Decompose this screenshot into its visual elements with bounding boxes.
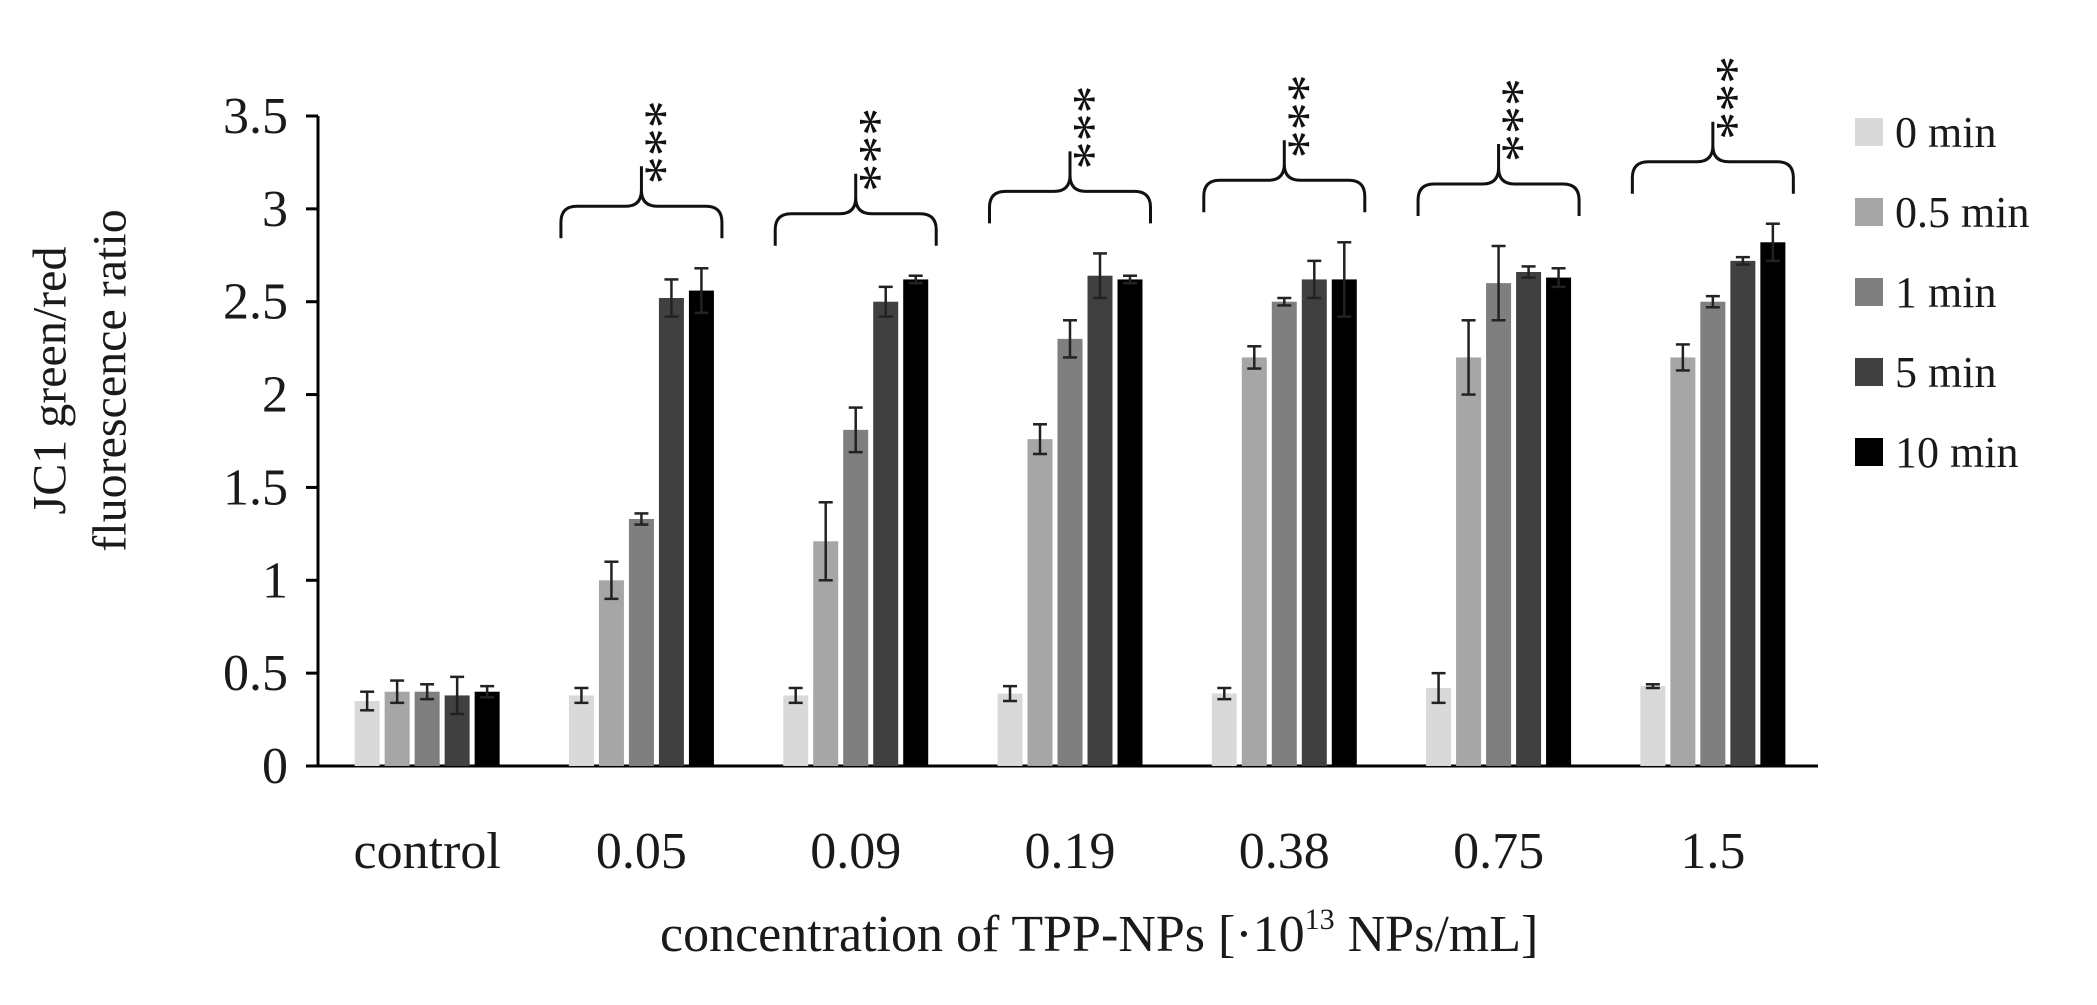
legend-swatch — [1855, 358, 1883, 386]
bar — [598, 580, 624, 766]
legend-label: 5 min — [1895, 347, 1997, 397]
bar — [1516, 272, 1542, 766]
bar — [1301, 279, 1327, 766]
y-axis-label: JC1 green/red fluorescence ratio — [20, 95, 160, 655]
bar — [1117, 279, 1143, 766]
legend-item: 5 min — [1855, 332, 2029, 412]
bar — [1211, 693, 1237, 766]
significance-brace — [988, 151, 1152, 224]
bar — [474, 691, 500, 766]
x-tick-label: 0.19 — [1025, 823, 1116, 880]
bar — [1486, 283, 1512, 766]
bar — [354, 701, 380, 766]
legend-item: 1 min — [1855, 252, 2029, 332]
bar — [1331, 279, 1357, 766]
legend-item: 0 min — [1855, 92, 2029, 172]
significance-label: *** — [1688, 56, 1750, 140]
bar — [1057, 338, 1083, 766]
bar — [873, 301, 899, 766]
bar — [1271, 301, 1297, 766]
bar — [1241, 357, 1267, 766]
y-tick-label: 2.5 — [223, 274, 288, 331]
bar — [1760, 242, 1786, 767]
x-axis-label-exponent: 13 — [1304, 902, 1335, 936]
y-axis-label-line-2: fluorescence ratio — [83, 209, 137, 552]
legend-label: 0.5 min — [1895, 187, 2030, 237]
bar — [688, 290, 714, 766]
significance-label: *** — [1259, 74, 1321, 158]
x-axis-label-suffix: NPs/mL] — [1334, 906, 1539, 963]
bar — [903, 279, 929, 766]
legend-label: 0 min — [1895, 107, 1997, 157]
x-axis-label-prefix: concentration of TPP-NPs [·10 — [660, 906, 1305, 963]
bar — [843, 429, 869, 766]
bar — [568, 695, 594, 766]
legend-swatch — [1855, 438, 1883, 466]
significance-brace — [1416, 144, 1581, 216]
significance-label: *** — [1045, 85, 1107, 169]
y-tick-label: 3 — [262, 181, 288, 238]
legend-item: 0.5 min — [1855, 172, 2029, 252]
x-tick-label: 0.09 — [810, 823, 901, 880]
bar — [1640, 686, 1666, 766]
significance-label: *** — [1474, 78, 1536, 162]
y-axis-label-line-1: JC1 green/red — [23, 246, 77, 515]
bar — [1670, 357, 1696, 766]
significance-brace — [1202, 140, 1367, 213]
significance-label: *** — [617, 100, 679, 184]
bar — [1027, 439, 1053, 766]
significance-label: *** — [831, 108, 893, 192]
significance-brace — [559, 166, 724, 239]
x-tick-label: control — [353, 823, 500, 880]
x-tick-label: 0.38 — [1239, 823, 1330, 880]
significance-brace — [773, 173, 938, 246]
y-tick-label: 2 — [262, 367, 288, 424]
y-tick-label: 3.5 — [223, 88, 288, 145]
bar — [658, 298, 684, 766]
y-tick-label: 0 — [262, 738, 288, 795]
significance-brace — [1630, 121, 1795, 194]
legend-swatch — [1855, 198, 1883, 226]
x-axis-label: concentration of TPP-NPs [·1013 NPs/mL] — [660, 902, 1539, 964]
legend-swatch — [1855, 118, 1883, 146]
bar — [783, 695, 809, 766]
y-tick-label: 0.5 — [223, 645, 288, 702]
legend-label: 1 min — [1895, 267, 1997, 317]
legend-swatch — [1855, 278, 1883, 306]
bar — [997, 693, 1023, 766]
y-tick-label: 1.5 — [223, 459, 288, 516]
bar — [628, 519, 654, 766]
legend: 0 min 0.5 min 1 min 5 min 10 min — [1855, 92, 2029, 492]
bar — [414, 691, 440, 766]
x-tick-label: 1.5 — [1680, 823, 1745, 880]
bar — [1087, 275, 1113, 766]
bar — [1456, 357, 1482, 766]
legend-label: 10 min — [1895, 427, 2019, 477]
bar — [1700, 301, 1726, 766]
legend-item: 10 min — [1855, 412, 2029, 492]
x-tick-label: 0.75 — [1453, 823, 1544, 880]
bar — [1730, 260, 1756, 766]
bar — [1546, 277, 1572, 766]
x-tick-label: 0.05 — [596, 823, 687, 880]
y-tick-label: 1 — [262, 552, 288, 609]
